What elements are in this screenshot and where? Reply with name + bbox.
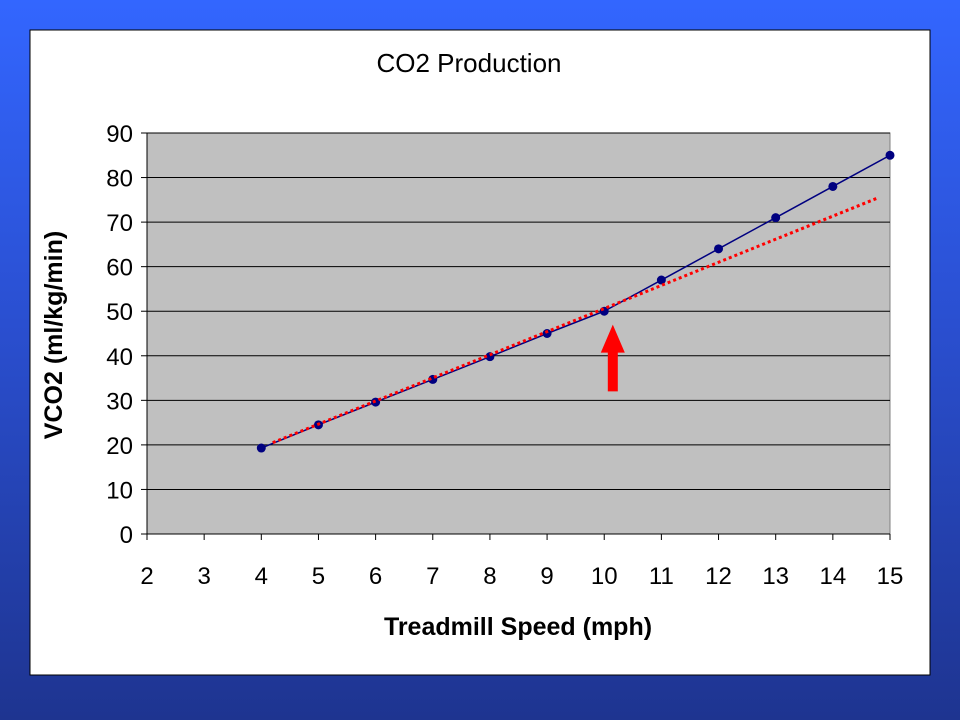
plot-area bbox=[146, 132, 891, 535]
x-tick-label: 8 bbox=[483, 563, 496, 590]
x-tick-label: 9 bbox=[540, 563, 553, 590]
series-line bbox=[261, 154, 891, 449]
x-tick-label: 15 bbox=[877, 563, 904, 590]
x-axis-ticks: 2 3 4 5 6 7 8 9 10 11 12 13 14 15 bbox=[140, 534, 903, 590]
y-tick-label: 80 bbox=[106, 166, 133, 193]
y-tick-label: 50 bbox=[106, 299, 133, 326]
x-tick-label: 7 bbox=[426, 563, 439, 590]
x-tick-label: 6 bbox=[369, 563, 382, 590]
y-axis-ticks: 0 10 20 30 40 50 60 70 80 90 bbox=[106, 121, 147, 549]
x-axis-title: Treadmill Speed (mph) bbox=[384, 613, 652, 641]
y-tick-label: 90 bbox=[106, 121, 133, 148]
y-axis-title: VCO2 (ml/kg/min) bbox=[40, 231, 68, 439]
axes bbox=[146, 133, 890, 535]
y-tick-label: 70 bbox=[106, 210, 133, 237]
x-tick-label: 3 bbox=[197, 563, 210, 590]
x-tick-label: 4 bbox=[255, 563, 268, 590]
data-point bbox=[828, 181, 838, 191]
arrow-annotation bbox=[600, 324, 625, 392]
y-tick-label: 10 bbox=[106, 477, 133, 504]
data-point bbox=[256, 443, 266, 453]
chart-title: CO2 Production bbox=[377, 48, 562, 78]
x-tick-label: 5 bbox=[312, 563, 325, 590]
annotations bbox=[600, 324, 625, 392]
trend-line bbox=[272, 196, 880, 445]
x-tick-label: 14 bbox=[819, 563, 846, 590]
y-tick-label: 40 bbox=[106, 344, 133, 371]
data-point bbox=[885, 150, 895, 160]
y-tick-label: 30 bbox=[106, 388, 133, 415]
x-tick-label: 12 bbox=[705, 563, 732, 590]
x-tick-label: 11 bbox=[649, 563, 674, 590]
x-tick-label: 2 bbox=[140, 563, 153, 590]
x-tick-label: 13 bbox=[762, 563, 789, 590]
series bbox=[256, 150, 895, 453]
y-tick-label: 0 bbox=[120, 522, 133, 549]
data-point bbox=[656, 275, 666, 285]
y-tick-label: 20 bbox=[106, 433, 133, 460]
x-tick-label: 10 bbox=[591, 563, 618, 590]
data-point bbox=[714, 244, 724, 254]
data-point bbox=[771, 213, 781, 223]
y-tick-label: 60 bbox=[106, 255, 133, 282]
